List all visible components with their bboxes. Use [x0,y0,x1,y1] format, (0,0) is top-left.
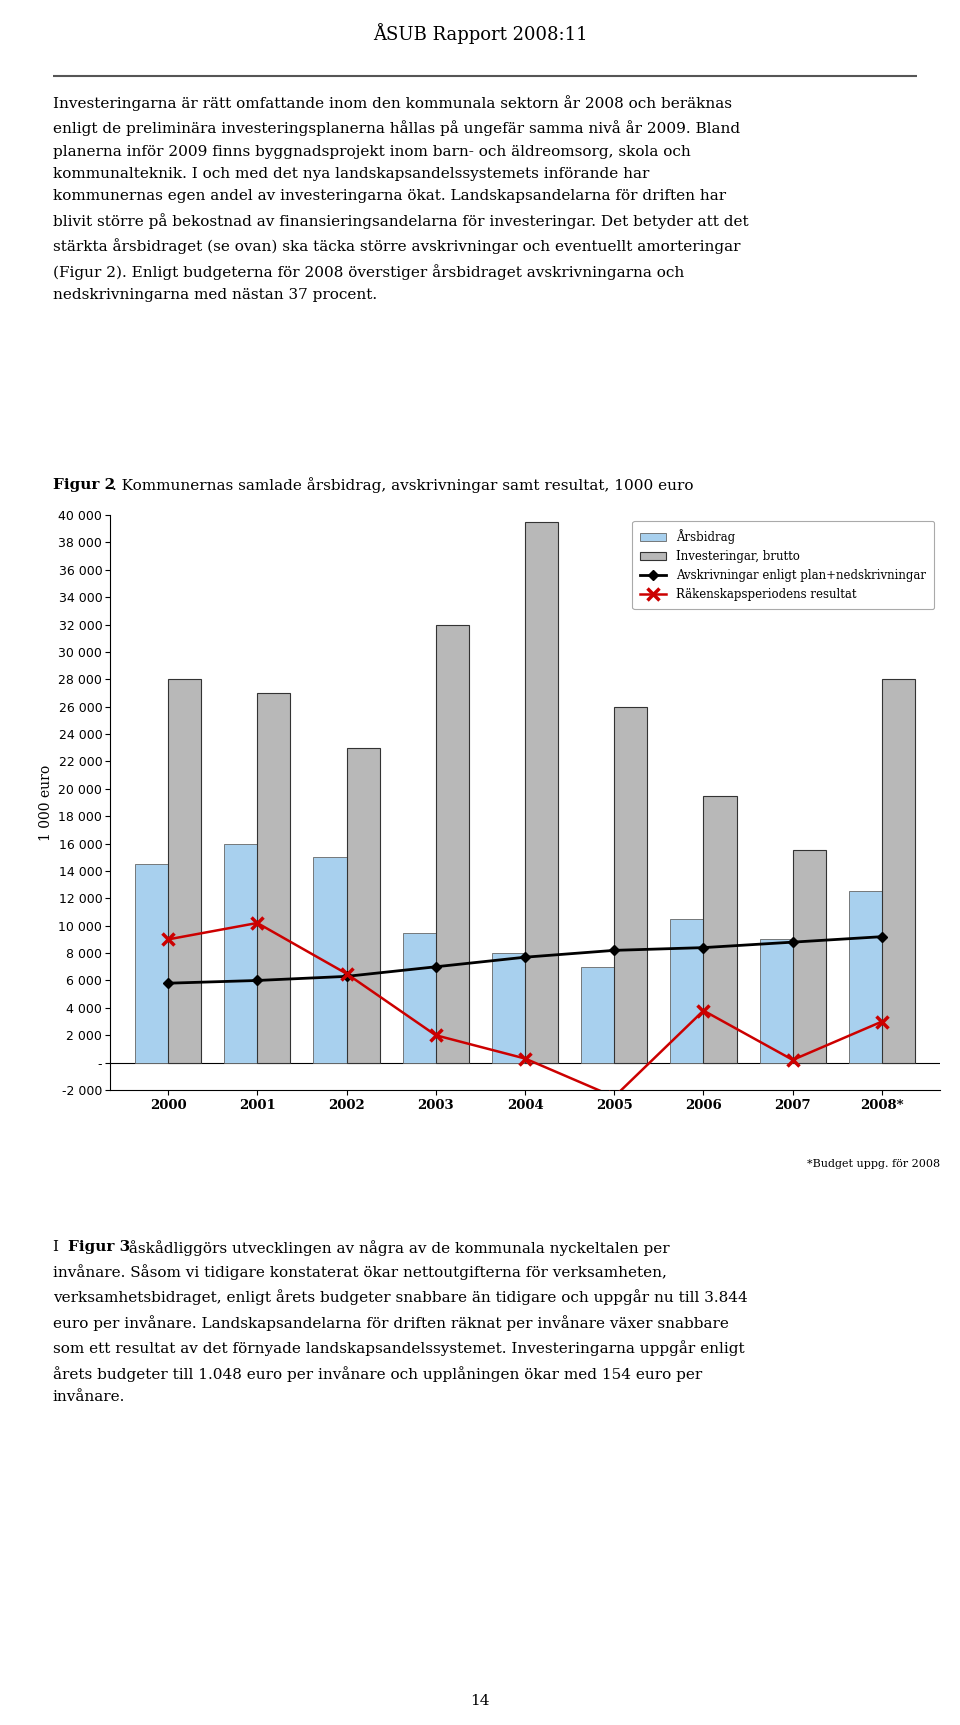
Text: *Budget uppg. för 2008: *Budget uppg. för 2008 [806,1159,940,1170]
Bar [135,864,168,1063]
Text: ÅSUB Rapport 2008:11: ÅSUB Rapport 2008:11 [372,22,588,45]
Bar [257,693,290,1063]
Bar [759,940,793,1063]
Bar [314,857,347,1063]
Bar [347,747,379,1063]
Bar [525,523,558,1063]
Legend: Årsbidrag, Investeringar, brutto, Avskrivningar enligt plan+nedskrivningar, Räke: Årsbidrag, Investeringar, brutto, Avskri… [632,521,934,609]
Y-axis label: 1 000 euro: 1 000 euro [39,764,53,840]
Bar [581,966,614,1063]
Bar [614,707,647,1063]
Text: Investeringarna är rätt omfattande inom den kommunala sektorn år 2008 och beräkn: Investeringarna är rätt omfattande inom … [53,95,749,302]
Bar [492,954,525,1063]
Bar [168,680,201,1063]
Text: åskådliggörs utvecklingen av några av de kommunala nyckeltalen per: åskådliggörs utvecklingen av några av de… [124,1240,669,1256]
Bar [704,795,736,1063]
Bar [793,850,826,1063]
Text: I: I [53,1240,63,1254]
Bar [225,844,257,1063]
Text: Figur 3: Figur 3 [68,1240,131,1254]
Bar [403,933,436,1063]
Bar [670,919,704,1063]
Bar [849,892,882,1063]
Text: 14: 14 [470,1694,490,1708]
Text: invånare. Såsom vi tidigare konstaterat ökar nettoutgifterna för verksamheten,
v: invånare. Såsom vi tidigare konstaterat … [53,1240,748,1404]
Bar [882,680,915,1063]
Text: . Kommunernas samlade årsbidrag, avskrivningar samt resultat, 1000 euro: . Kommunernas samlade årsbidrag, avskriv… [111,478,693,493]
Bar [436,624,468,1063]
Text: Figur 2: Figur 2 [53,478,115,492]
